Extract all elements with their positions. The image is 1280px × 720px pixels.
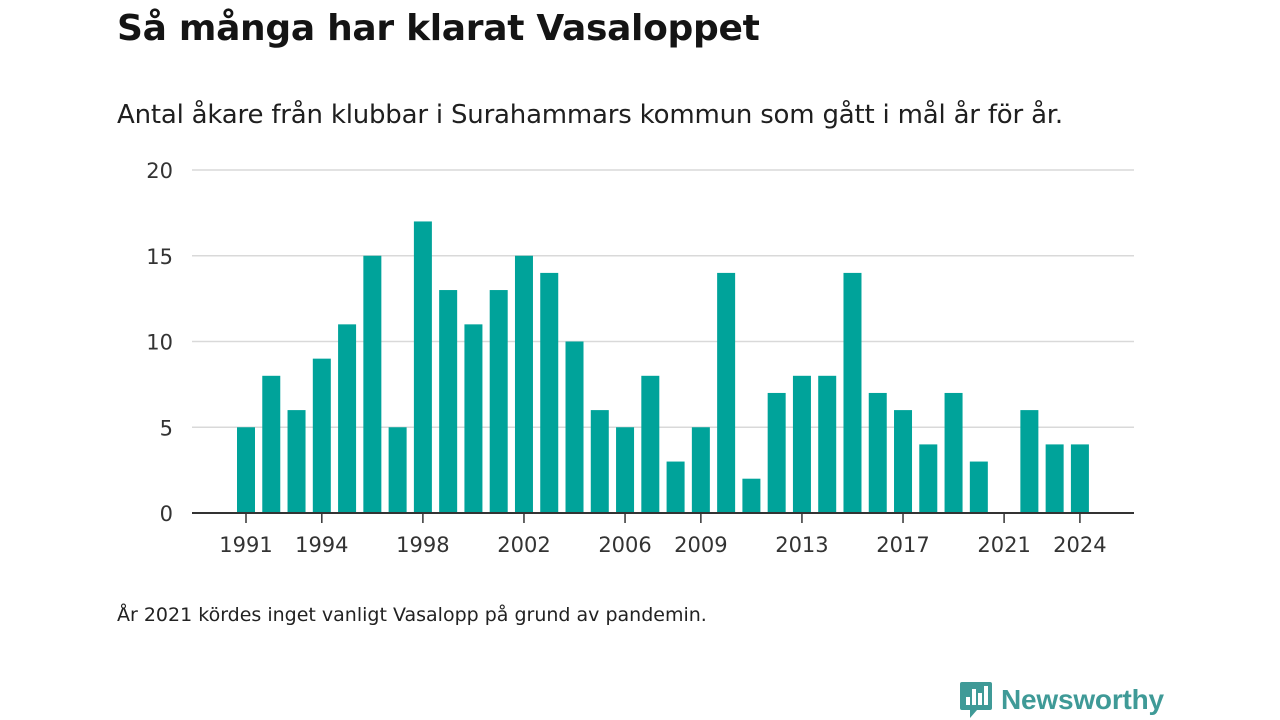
x-tick-label: 1991 xyxy=(219,533,272,557)
bar xyxy=(237,427,255,513)
bar xyxy=(691,427,710,513)
bar xyxy=(717,272,736,513)
bar xyxy=(767,392,786,513)
bar xyxy=(439,290,458,513)
x-tick-label: 2002 xyxy=(497,533,550,557)
bar xyxy=(514,255,533,513)
bar xyxy=(338,324,357,513)
bar xyxy=(413,221,432,513)
bar xyxy=(565,341,584,513)
bar xyxy=(590,410,609,513)
bar xyxy=(388,427,407,513)
bar xyxy=(742,478,761,513)
y-tick-label: 0 xyxy=(160,502,173,526)
bar xyxy=(1020,410,1039,513)
x-tick-label: 2021 xyxy=(977,533,1030,557)
bar xyxy=(868,392,887,513)
x-tick-label: 1994 xyxy=(295,533,348,557)
bar xyxy=(262,375,281,513)
bar xyxy=(666,461,685,513)
bar xyxy=(1070,444,1089,513)
bar xyxy=(919,444,938,513)
x-tick-label: 2009 xyxy=(674,533,727,557)
x-tick-label: 1998 xyxy=(396,533,449,557)
newsworthy-logo-icon xyxy=(960,682,992,718)
bar xyxy=(616,427,635,513)
bar xyxy=(641,375,660,513)
bar xyxy=(363,255,382,513)
footnote: År 2021 kördes inget vanligt Vasalopp på… xyxy=(117,604,707,626)
bar xyxy=(843,272,862,513)
bar xyxy=(312,358,331,513)
bar xyxy=(540,272,559,513)
newsworthy-logo: Newsworthy xyxy=(959,680,1164,720)
bar xyxy=(792,375,811,513)
x-tick-label: 2024 xyxy=(1053,533,1106,557)
x-tick-label: 2017 xyxy=(876,533,929,557)
y-tick-label: 15 xyxy=(146,245,173,269)
bar xyxy=(894,410,913,513)
bar xyxy=(818,375,837,513)
brand-name: Newsworthy xyxy=(1001,684,1164,715)
x-tick-label: 2006 xyxy=(598,533,651,557)
bar xyxy=(287,410,306,513)
chart-subtitle: Antal åkare från klubbar i Surahammars k… xyxy=(117,100,1063,130)
y-tick-label: 20 xyxy=(146,159,173,183)
y-tick-label: 5 xyxy=(160,416,173,440)
y-tick-label: 10 xyxy=(146,331,173,355)
bar xyxy=(489,290,508,513)
bar xyxy=(1045,444,1064,513)
bar xyxy=(944,392,963,513)
chart-title: Så många har klarat Vasaloppet xyxy=(117,8,760,49)
bar xyxy=(969,461,988,513)
x-tick-label: 2013 xyxy=(775,533,828,557)
bar-chart: 0 5 10 15 20 1991 1994 1998 2002 2006 2009 2013 2017… xyxy=(146,159,1134,557)
bar xyxy=(464,324,483,513)
